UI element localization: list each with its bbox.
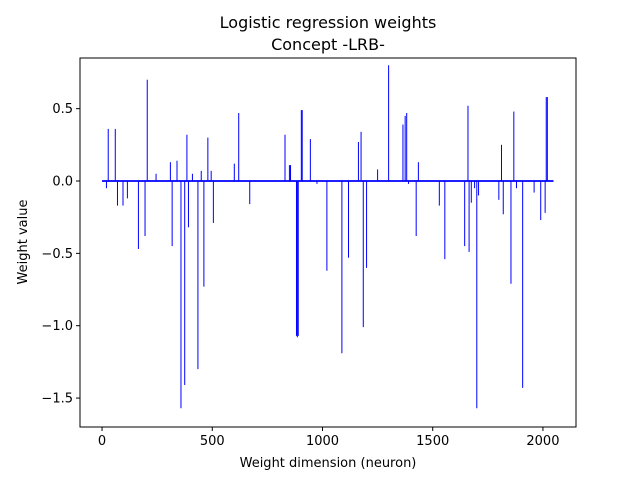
y-tick-label: 0.5 (52, 102, 73, 117)
x-tick-label: 500 (200, 434, 225, 449)
chart-title-line-2: Concept -LRB- (271, 35, 385, 54)
x-tick-label: 1500 (416, 434, 449, 449)
y-axis-label: Weight value (16, 200, 31, 285)
y-tick-label: −1.0 (41, 319, 73, 334)
x-tick-label: 0 (98, 434, 106, 449)
x-tick-label: 1000 (306, 434, 339, 449)
y-tick-label: 0.0 (52, 175, 73, 190)
axes-frame (79, 57, 577, 428)
chart-title-line-1: Logistic regression weights (220, 13, 437, 32)
x-tick-label: 2000 (526, 434, 559, 449)
y-tick-label: −1.5 (41, 392, 73, 407)
x-axis-label: Weight dimension (neuron) (240, 456, 417, 471)
plot-area: 0 500 1000 1500 2000 −1.5 −1.0 −0.5 0.0 0.5 (41, 57, 577, 449)
y-tick-label: −0.5 (41, 247, 73, 262)
